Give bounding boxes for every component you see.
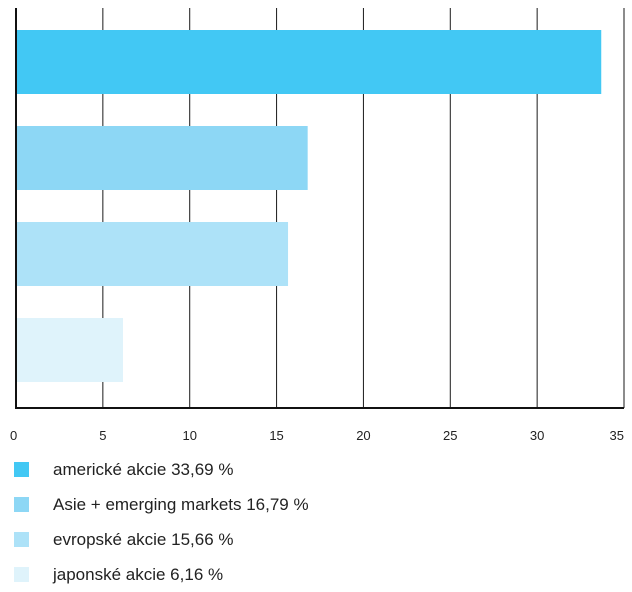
axes [15, 8, 624, 409]
legend-swatch [14, 567, 29, 582]
x-tick-label: 15 [269, 428, 283, 443]
x-tick-label: 5 [99, 428, 106, 443]
legend-label: americké akcie 33,69 % [53, 459, 234, 479]
x-tick-label: 30 [530, 428, 544, 443]
bar [17, 222, 289, 286]
bar [17, 126, 308, 190]
x-tick-labels: 0 5 10 15 20 25 30 35 [10, 428, 624, 443]
x-tick-label: 10 [182, 428, 196, 443]
legend-swatch [14, 532, 29, 547]
legend-item: americké akcie 33,69 % [14, 452, 309, 487]
legend-item: japonské akcie 6,16 % [14, 557, 309, 592]
x-tick-label: 25 [443, 428, 457, 443]
bars [17, 30, 602, 382]
x-tick-label: 35 [610, 428, 624, 443]
legend-label: japonské akcie 6,16 % [53, 564, 224, 584]
legend-swatch [14, 462, 29, 477]
legend-item: Asie + emerging markets 16,79 % [14, 487, 309, 522]
legend: americké akcie 33,69 % Asie + emerging m… [14, 452, 309, 592]
legend-label: Asie + emerging markets 16,79 % [53, 494, 309, 514]
x-tick-label: 20 [356, 428, 370, 443]
legend-item: evropské akcie 15,66 % [14, 522, 309, 557]
legend-swatch [14, 497, 29, 512]
bar [17, 30, 602, 94]
legend-label: evropské akcie 15,66 % [53, 529, 234, 549]
x-tick-label: 0 [10, 428, 17, 443]
bar [17, 318, 124, 382]
